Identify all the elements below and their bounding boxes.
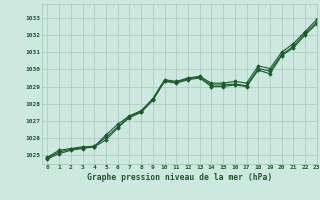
X-axis label: Graphe pression niveau de la mer (hPa): Graphe pression niveau de la mer (hPa): [87, 173, 272, 182]
